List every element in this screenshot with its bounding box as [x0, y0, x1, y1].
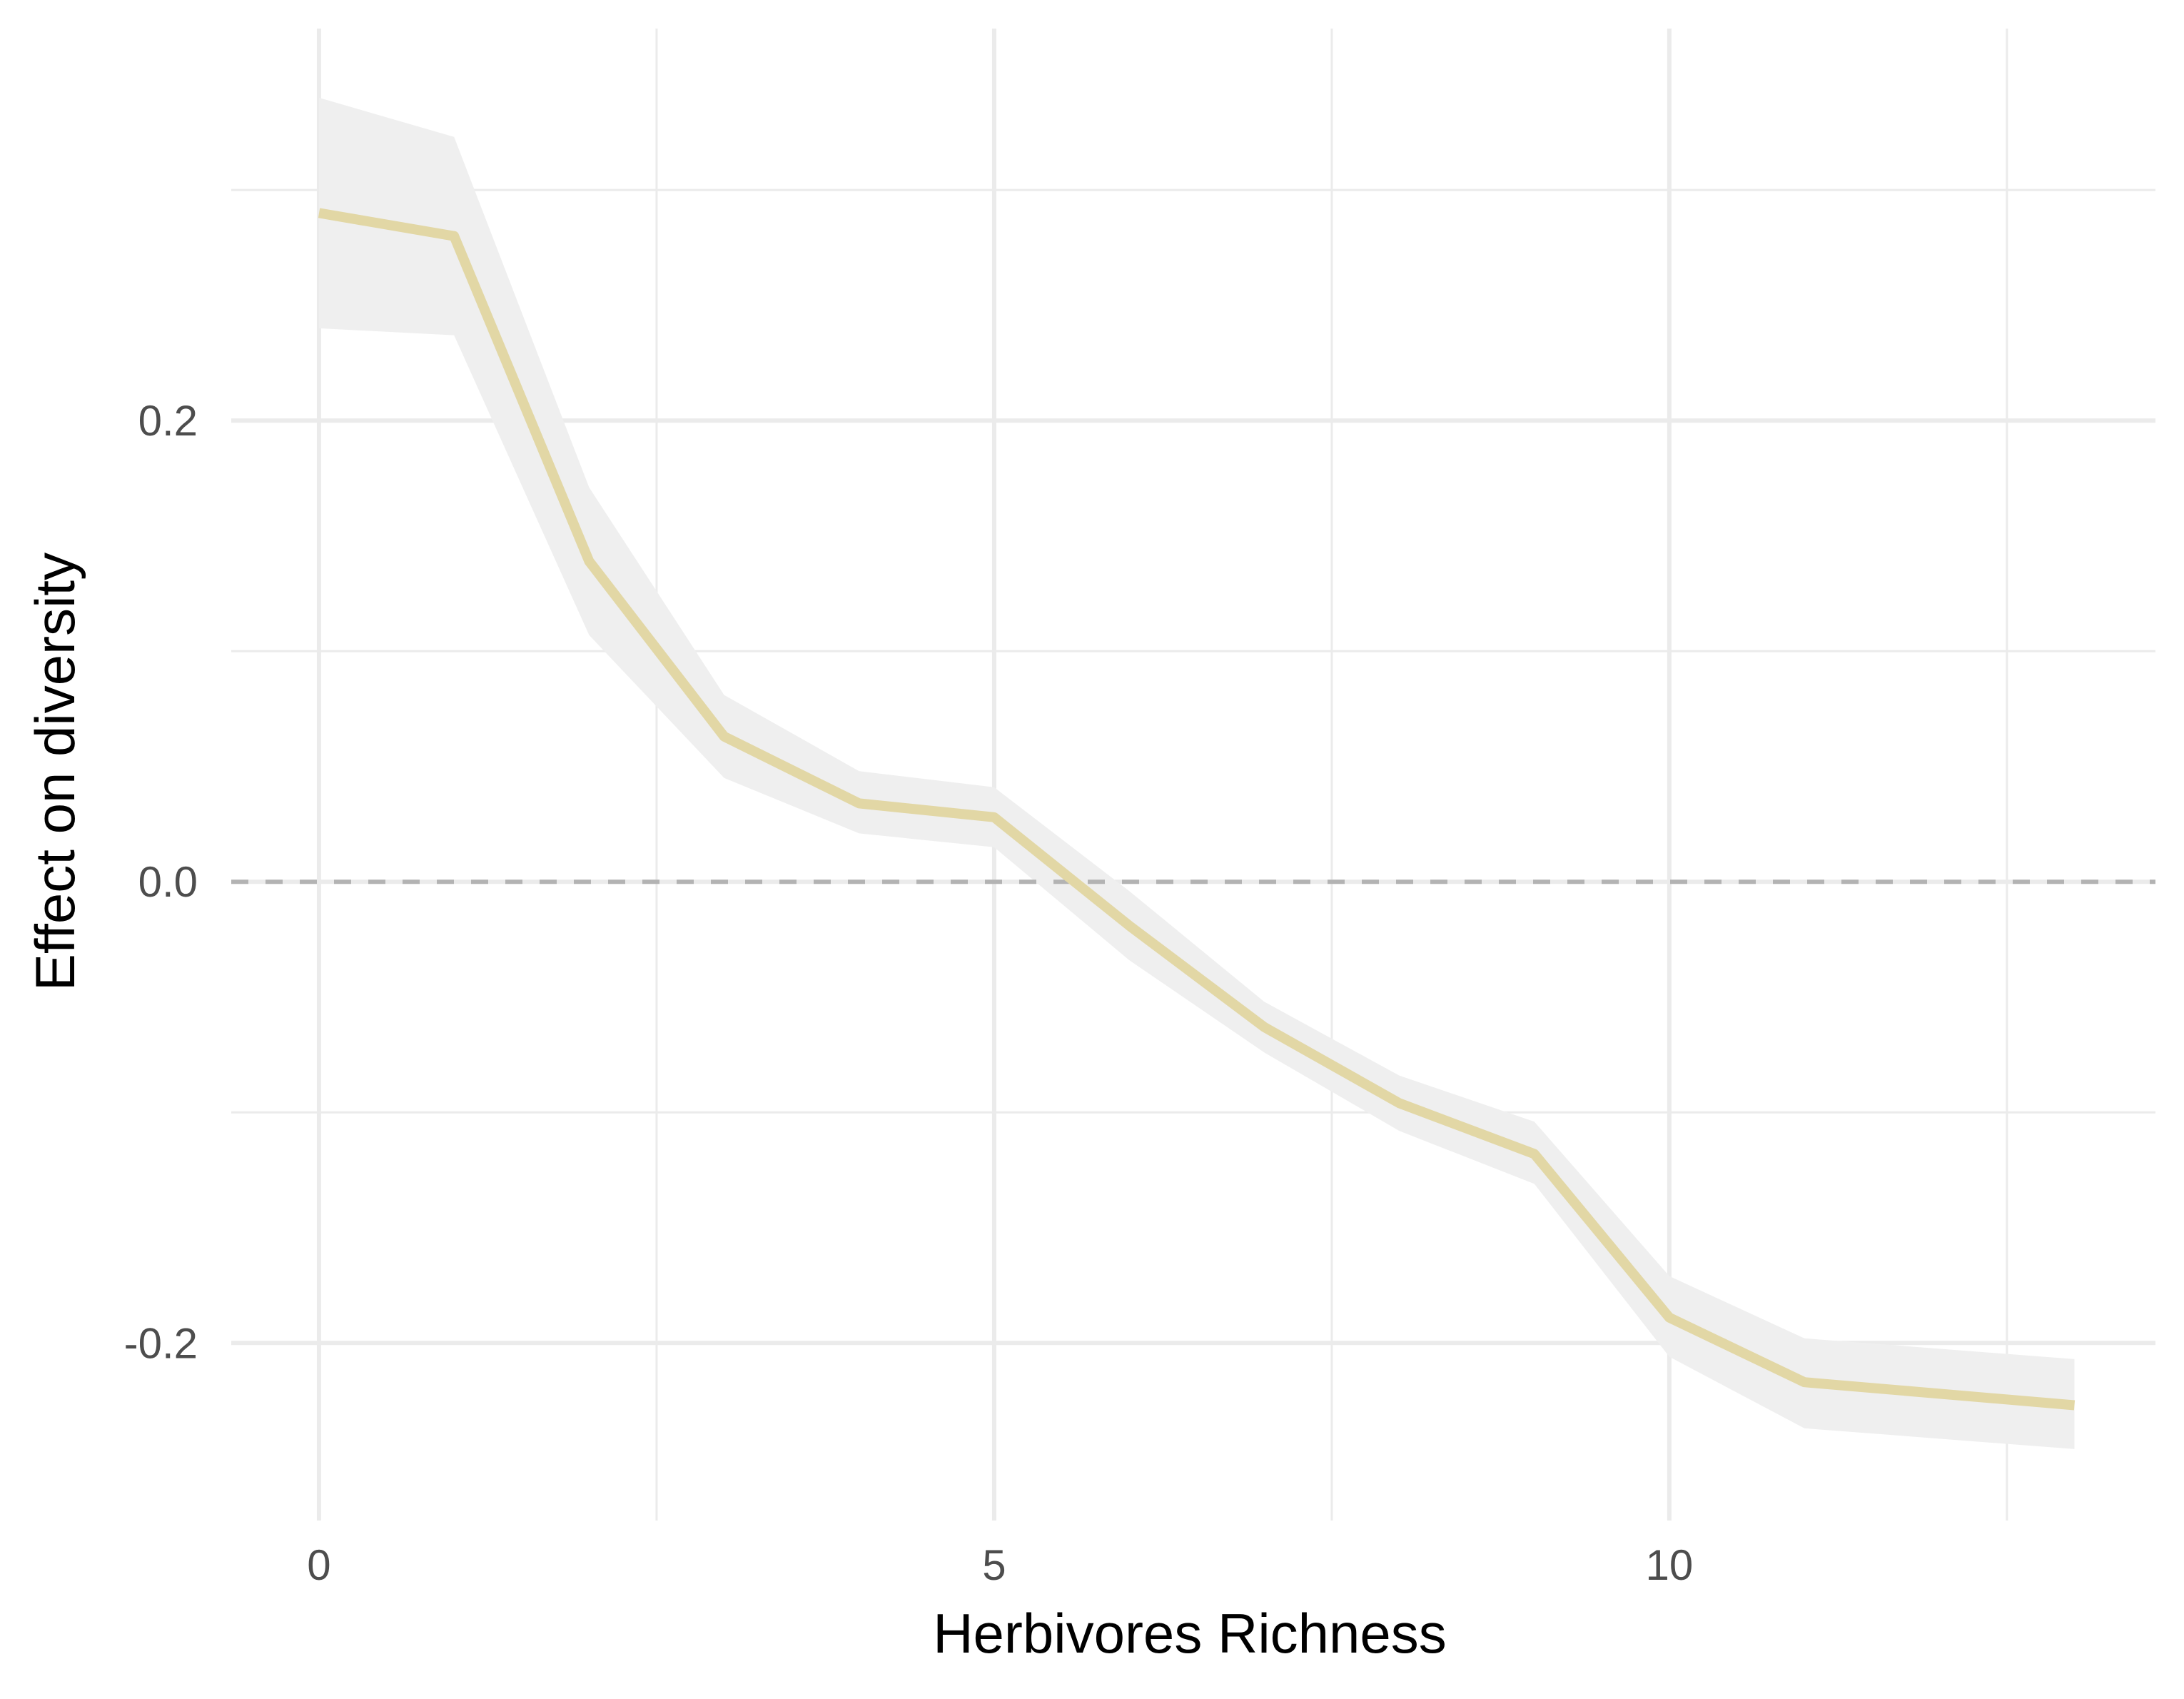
x-tick-label: 5: [982, 1541, 1006, 1589]
y-tick-label: 0.2: [138, 397, 198, 445]
y-axis-title: Effect on diversity: [24, 553, 86, 991]
x-tick-label: 0: [307, 1541, 330, 1589]
y-tick-label: -0.2: [124, 1319, 198, 1367]
x-tick-label: 10: [1646, 1541, 1694, 1589]
x-tick-labels: 0 5 10: [307, 1541, 1693, 1589]
y-tick-label: 0.0: [138, 858, 198, 906]
effect-line: [318, 208, 2076, 1411]
effect-line-layer: [318, 208, 2076, 1411]
y-tick-labels: -0.2 0.0 0.2: [124, 397, 198, 1367]
x-axis-title: Herbivores Richness: [933, 1602, 1447, 1665]
minor-gridlines: [231, 29, 2155, 1521]
